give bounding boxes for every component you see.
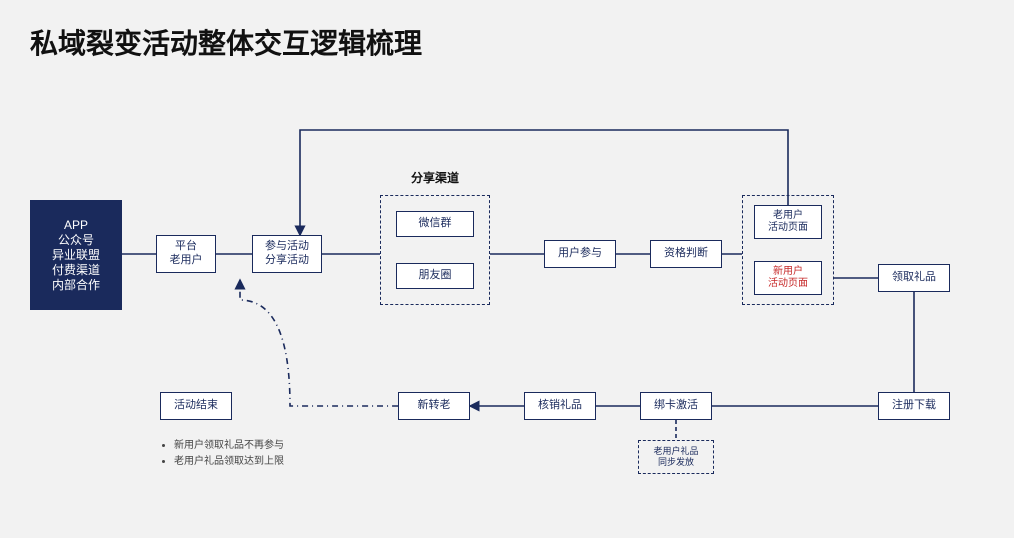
- edges-layer: [0, 0, 1014, 538]
- node-wechat_group: 微信群: [396, 211, 474, 237]
- node-share_channel_label: 分享渠道: [390, 168, 480, 188]
- edge-e_newold_to_join: [240, 280, 398, 406]
- node-activity_end: 活动结束: [160, 392, 232, 420]
- footer-notes: 新用户领取礼品不再参与老用户礼品领取达到上限: [160, 438, 284, 470]
- node-new_user_page: 新用户 活动页面: [754, 261, 822, 295]
- node-redeem_gift: 核销礼品: [524, 392, 596, 420]
- diagram-canvas: 私域裂变活动整体交互逻辑梳理 新用户领取礼品不再参与老用户礼品领取达到上限 AP…: [0, 0, 1014, 538]
- node-bind_card: 绑卡激活: [640, 392, 712, 420]
- footer-note-item: 新用户领取礼品不再参与: [174, 438, 284, 454]
- footer-note-item: 老用户礼品领取达到上限: [174, 454, 284, 470]
- node-qualify: 资格判断: [650, 240, 722, 268]
- node-moments: 朋友圈: [396, 263, 474, 289]
- node-old_gift_sync: 老用户礼品 同步发放: [638, 440, 714, 474]
- page-title: 私域裂变活动整体交互逻辑梳理: [30, 22, 422, 62]
- edge-e_oldpage_loop: [300, 130, 788, 235]
- node-join_share: 参与活动 分享活动: [252, 235, 322, 273]
- node-platform_old_user: 平台 老用户: [156, 235, 216, 273]
- node-old_user_page: 老用户 活动页面: [754, 205, 822, 239]
- node-receive_gift: 领取礼品: [878, 264, 950, 292]
- node-source: APP 公众号 异业联盟 付费渠道 内部合作: [30, 200, 122, 310]
- node-new_to_old: 新转老: [398, 392, 470, 420]
- node-register_download: 注册下载: [878, 392, 950, 420]
- node-user_join: 用户参与: [544, 240, 616, 268]
- footer-notes-list: 新用户领取礼品不再参与老用户礼品领取达到上限: [160, 438, 284, 470]
